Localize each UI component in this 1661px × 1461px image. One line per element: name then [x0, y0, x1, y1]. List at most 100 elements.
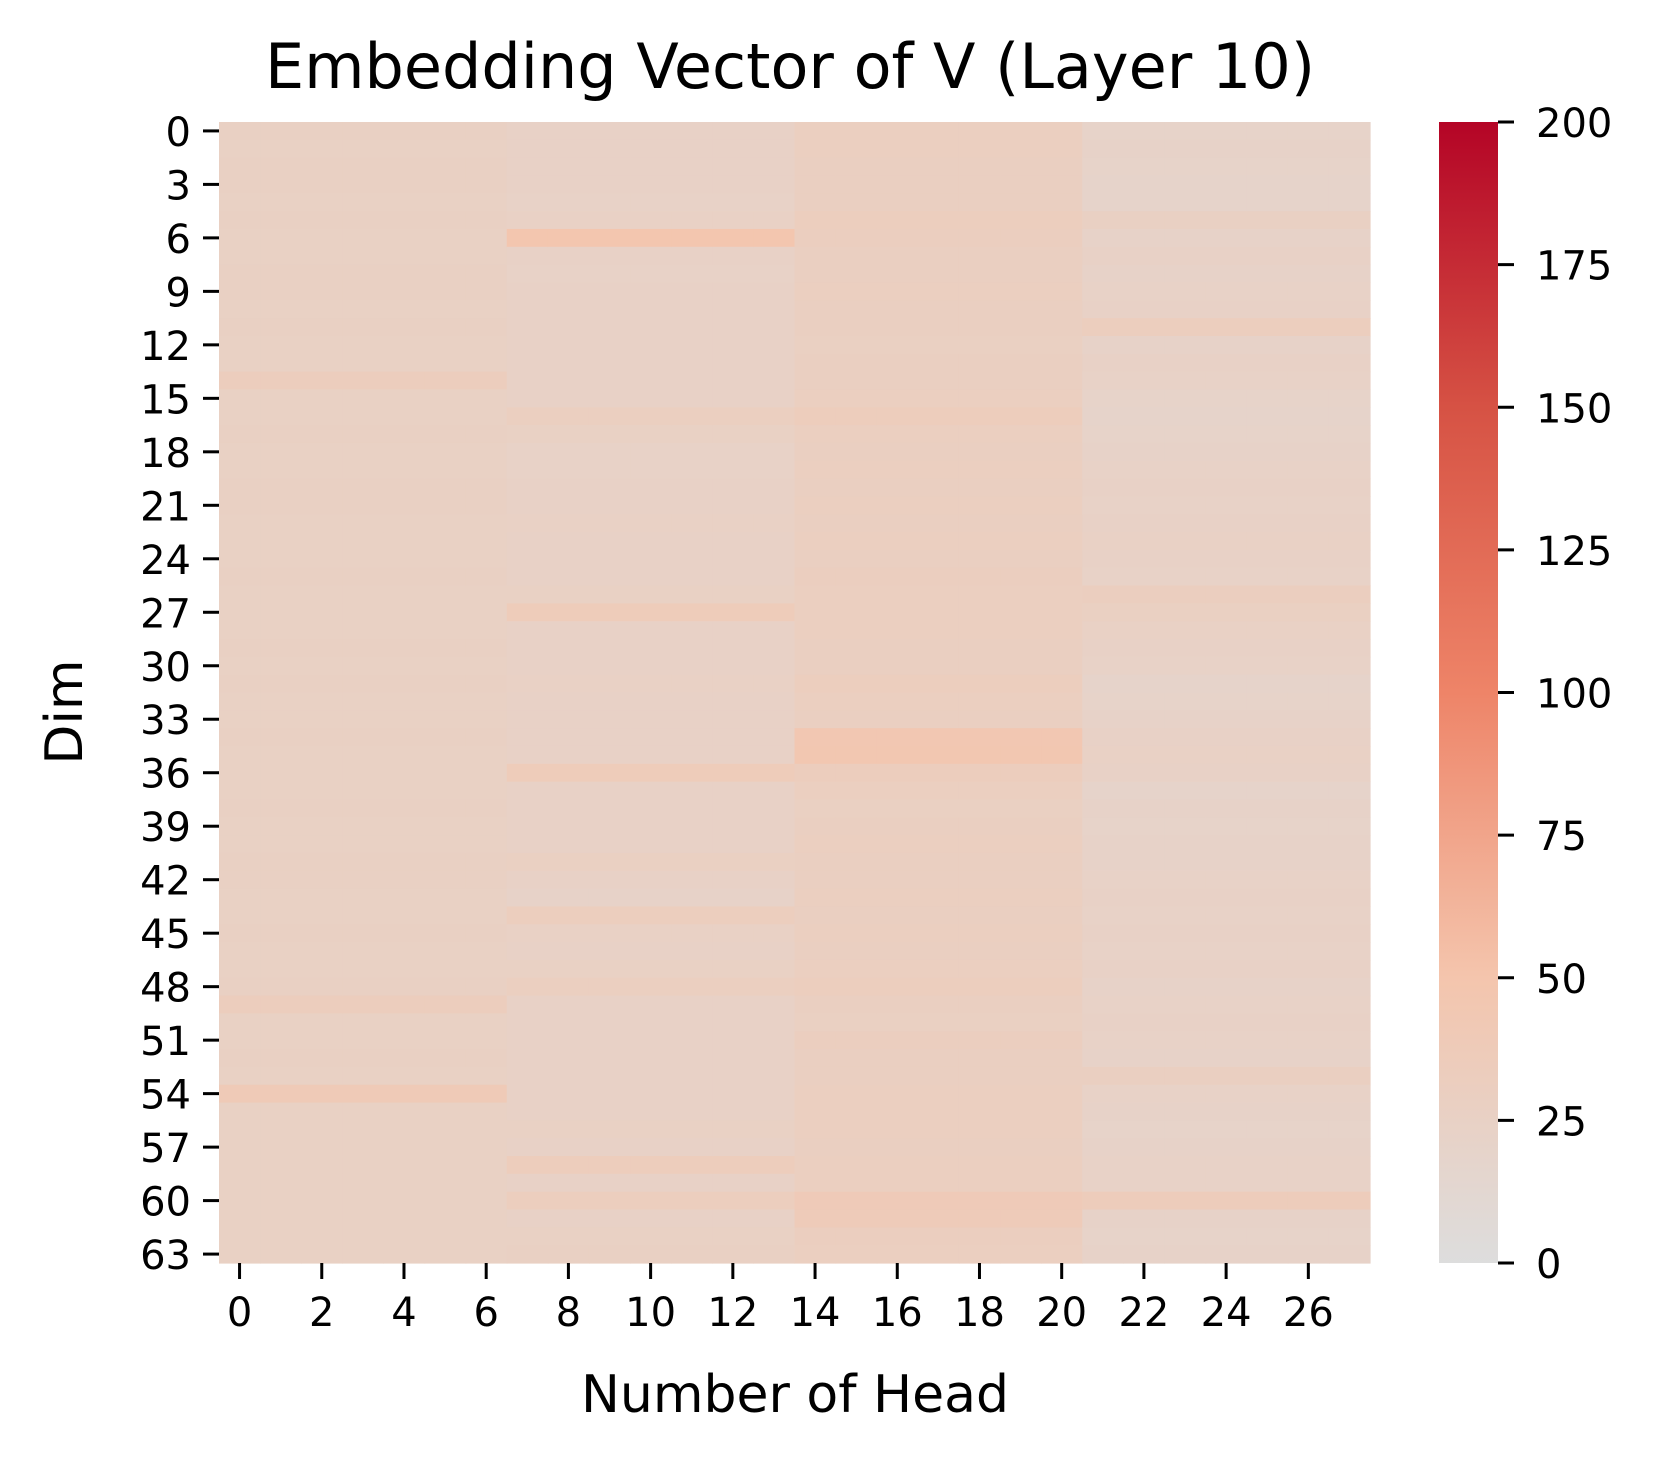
heatmap-cell	[753, 1084, 796, 1104]
heatmap-cell	[753, 621, 796, 640]
heatmap-cell	[876, 1031, 919, 1050]
heatmap-cell	[630, 1209, 672, 1228]
heatmap-cell	[424, 1245, 467, 1264]
heatmap-cell	[383, 924, 426, 943]
heatmap-cell	[1287, 995, 1330, 1015]
heatmap-cell	[301, 888, 343, 908]
heatmap-cell	[917, 835, 960, 854]
heatmap-cell	[506, 1013, 549, 1032]
heatmap-cell	[1328, 496, 1371, 515]
heatmap-cell	[588, 763, 631, 783]
heatmap-cell	[506, 835, 549, 854]
heatmap-cell	[1205, 335, 1248, 355]
heatmap-cell	[1123, 906, 1166, 925]
heatmap-cell	[1164, 175, 1207, 194]
heatmap-cell	[794, 425, 837, 444]
heatmap-cell	[835, 1138, 878, 1157]
heatmap-cell	[671, 442, 713, 462]
heatmap-cell	[588, 674, 631, 694]
heatmap-cell	[588, 228, 631, 248]
heatmap-cell	[547, 300, 590, 319]
heatmap-cell	[876, 318, 919, 337]
heatmap-cell	[1205, 745, 1248, 765]
heatmap-cell	[547, 246, 590, 266]
heatmap-cell	[712, 799, 754, 818]
heatmap-cell	[671, 371, 713, 391]
heatmap-cell	[1123, 728, 1166, 747]
heatmap-cell	[1205, 1031, 1248, 1050]
heatmap-cell	[219, 318, 261, 337]
heatmap-cell	[835, 567, 878, 587]
heatmap-cell	[753, 870, 796, 890]
heatmap-cell	[671, 122, 713, 141]
heatmap-cell	[712, 139, 754, 159]
heatmap-cell	[794, 1031, 837, 1050]
heatmap-cell	[547, 692, 590, 711]
y-tick-label: 60	[140, 1180, 191, 1226]
heatmap-cell	[424, 817, 467, 836]
heatmap-cell	[506, 906, 549, 925]
heatmap-cell	[465, 1120, 508, 1139]
heatmap-cell	[219, 353, 261, 373]
heatmap-cell	[1287, 959, 1330, 979]
heatmap-cell	[1328, 407, 1371, 426]
heatmap-cell	[630, 246, 672, 266]
heatmap-cell	[588, 193, 631, 212]
heatmap-cell	[219, 728, 261, 747]
heatmap-cell	[671, 995, 713, 1015]
heatmap-cell	[917, 1173, 960, 1193]
heatmap-cell	[1287, 1245, 1330, 1264]
heatmap-cell	[753, 1191, 796, 1211]
heatmap-cell	[383, 977, 426, 997]
heatmap-cell	[630, 1031, 672, 1050]
heatmap-cell	[465, 1066, 508, 1086]
heatmap-cell	[958, 942, 1001, 961]
heatmap-cell	[424, 639, 467, 658]
heatmap-cell	[671, 300, 713, 319]
heatmap-cell	[506, 1031, 549, 1050]
heatmap-cell	[1123, 193, 1166, 212]
heatmap-cell	[301, 1209, 343, 1228]
heatmap-cell	[1082, 888, 1124, 908]
heatmap-cell	[671, 763, 713, 783]
heatmap-cell	[958, 656, 1001, 676]
heatmap-cell	[876, 389, 919, 408]
heatmap-cell	[1287, 870, 1330, 890]
heatmap-cell	[506, 1209, 549, 1228]
heatmap-cell	[876, 924, 919, 943]
heatmap-cell	[301, 567, 343, 587]
heatmap-cell	[260, 353, 302, 373]
heatmap-cell	[547, 728, 590, 747]
heatmap-cell	[835, 1173, 878, 1193]
heatmap-cell	[1246, 478, 1289, 497]
heatmap-cell	[753, 425, 796, 444]
heatmap-cell	[917, 442, 960, 462]
heatmap-cell	[712, 656, 754, 676]
heatmap-cell	[712, 674, 754, 694]
heatmap-cell	[917, 674, 960, 694]
heatmap-cell	[1287, 246, 1330, 266]
heatmap-cell	[588, 407, 631, 426]
heatmap-cell	[671, 852, 713, 872]
heatmap-cell	[547, 264, 590, 284]
heatmap-cell	[1041, 228, 1083, 248]
heatmap-cell	[917, 692, 960, 711]
heatmap-cell	[712, 621, 754, 640]
heatmap-cell	[958, 407, 1001, 426]
heatmap-cell	[1287, 1120, 1330, 1139]
heatmap-cell	[958, 478, 1001, 497]
heatmap-cell	[1082, 228, 1124, 248]
heatmap-cell	[712, 1245, 754, 1264]
heatmap-cell	[671, 228, 713, 248]
heatmap-cell	[876, 1227, 919, 1246]
heatmap-cell	[671, 799, 713, 818]
heatmap-cell	[301, 710, 343, 729]
heatmap-cell	[958, 1173, 1001, 1193]
heatmap-cell	[1328, 157, 1371, 177]
heatmap-cell	[1328, 353, 1371, 373]
heatmap-cell	[835, 496, 878, 515]
heatmap-cell	[1041, 1227, 1083, 1246]
heatmap-cell	[465, 460, 508, 480]
heatmap-cell	[630, 211, 672, 230]
